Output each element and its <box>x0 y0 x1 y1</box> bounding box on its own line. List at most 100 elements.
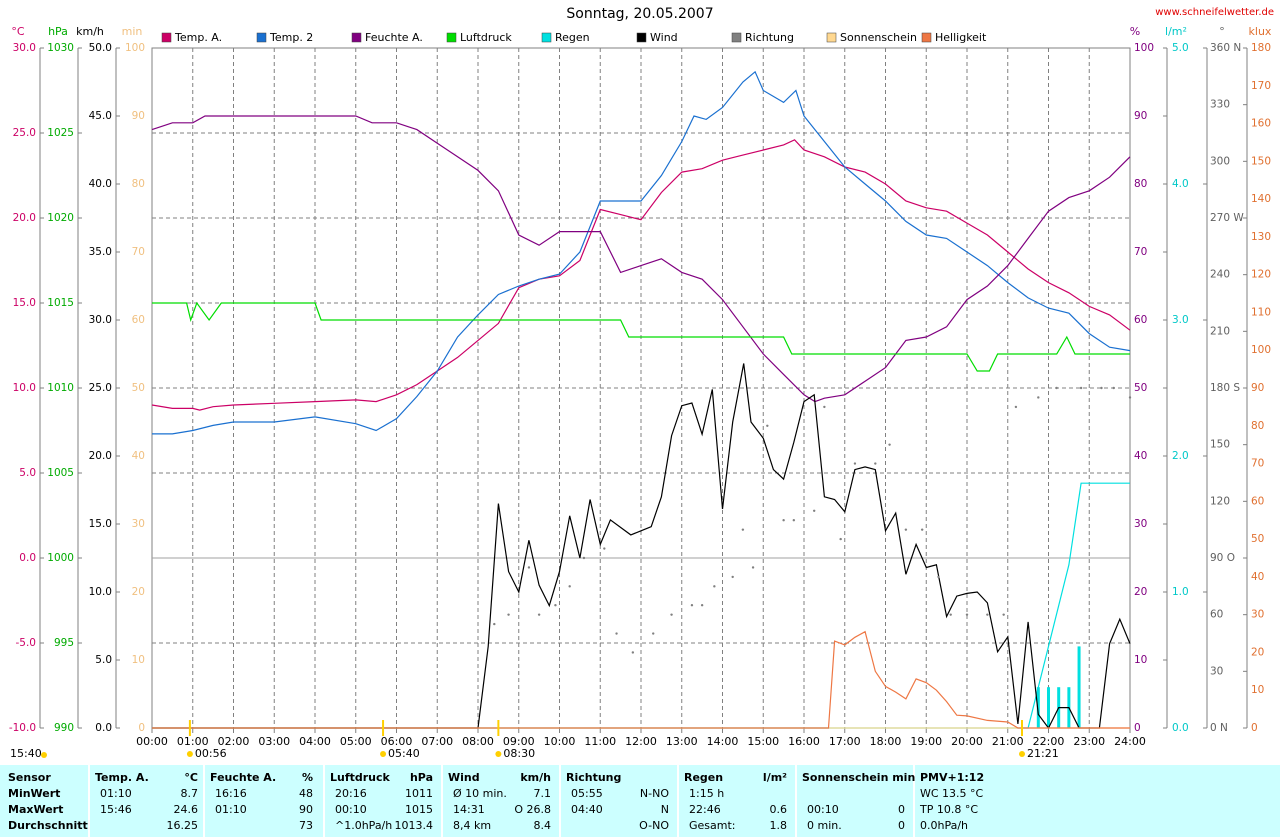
row-label: MinWert <box>8 787 61 800</box>
stat-value: 73 <box>299 819 313 832</box>
y-tick-label: 80 <box>132 178 145 190</box>
y-tick-label: 160 <box>1251 118 1271 130</box>
legend-swatch <box>826 32 837 43</box>
note-icon <box>41 752 47 758</box>
y-tick-label: 1015 <box>47 297 74 309</box>
series-dot <box>652 632 655 635</box>
x-tick-label: 15:00 <box>747 735 779 748</box>
y-tick-label: 100 <box>1251 344 1271 356</box>
stat-value: 1.8 <box>769 819 788 832</box>
legend-swatch <box>446 32 457 43</box>
series-line <box>152 363 1131 730</box>
y-tick-label: 5.0 <box>95 654 112 666</box>
header-unit: hPa <box>409 771 433 784</box>
series-dot <box>690 604 694 607</box>
x-tick-label: 08:00 <box>462 735 494 748</box>
series-line <box>152 630 1130 729</box>
series-dot <box>1128 396 1132 399</box>
series-dot <box>493 622 496 626</box>
legend-swatch <box>256 32 267 43</box>
legend-swatch <box>541 32 552 43</box>
stat-text: Ø 10 min. <box>453 787 507 800</box>
header-unit: °C <box>184 771 198 784</box>
x-tick-label: 23:00 <box>1073 735 1105 748</box>
series-dot <box>888 443 891 446</box>
series-dot <box>568 585 571 588</box>
x-tick-label: 17:00 <box>829 735 861 748</box>
series-dot <box>731 575 734 579</box>
header-cell: PMV+1:12 <box>920 771 985 784</box>
y-tick-label: 1005 <box>47 467 74 479</box>
source: www.schneifelwetter.de <box>1155 7 1274 18</box>
y-tick-label: 10 <box>1134 654 1147 666</box>
row-label: MaxWert <box>8 803 64 816</box>
y-tick-label: 120 <box>1210 495 1230 507</box>
column-separator <box>677 765 679 837</box>
y-tick-label: 0.0 <box>1172 722 1189 734</box>
y-tick-label: 2.0 <box>1172 450 1189 462</box>
y-tick-label: 50 <box>1134 382 1147 394</box>
stat-text: 22:46 <box>689 803 721 816</box>
header-cell: Sonnenschein min <box>802 771 916 784</box>
y-tick-label: 25.0 <box>13 127 36 139</box>
y-tick-label: 15.0 <box>13 297 36 309</box>
y-tick-label: 240 <box>1210 269 1230 281</box>
y-tick-label: 150 <box>1251 155 1271 167</box>
axis-title: klux <box>1249 25 1272 38</box>
x-tick-label: 03:00 <box>258 735 290 748</box>
y-tick-label: 110 <box>1251 306 1271 318</box>
legend-label: Wind <box>650 31 678 44</box>
legend-label: Temp. A. <box>174 31 222 44</box>
legend-label: Helligkeit <box>935 31 987 44</box>
y-tick-label: -10.0 <box>9 722 36 734</box>
y-tick-label: 360 N <box>1210 42 1241 54</box>
series-dot <box>537 613 541 616</box>
y-tick-label: 10 <box>1251 684 1264 696</box>
y-tick-label: 50.0 <box>89 42 112 54</box>
series-line <box>152 70 1131 435</box>
legend-swatch <box>636 32 647 43</box>
y-tick-label: 70 <box>132 246 145 258</box>
stat-text: 01:10 <box>215 803 247 816</box>
event-label: 05:40 <box>388 747 420 760</box>
stat-value: 0 <box>898 819 905 832</box>
stat-text: 0.0hPa/h <box>920 819 969 832</box>
series-dot <box>615 632 618 635</box>
series-dot <box>792 519 796 522</box>
stat-text: ^1.0hPa/h <box>335 819 393 832</box>
series-dot <box>1100 386 1103 390</box>
axis-title: km/h <box>76 25 104 38</box>
stat-value: 7.1 <box>533 787 552 800</box>
row-label: Durchschnitt <box>8 819 88 832</box>
series-dot <box>1002 613 1005 616</box>
y-tick-label: 40 <box>1251 571 1264 583</box>
y-tick-label: 80 <box>1134 178 1147 190</box>
stat-value: O 26.8 <box>514 803 551 816</box>
y-tick-label: 30 <box>1251 609 1264 621</box>
y-tick-label: 30.0 <box>13 42 36 54</box>
stat-value: 8.4 <box>533 819 552 832</box>
event-icon <box>495 751 502 757</box>
x-tick-label: 01:00 <box>177 735 209 748</box>
column-separator <box>441 765 443 837</box>
x-tick-label: 19:00 <box>910 735 942 748</box>
y-tick-label: 210 <box>1210 325 1230 337</box>
legend-swatch <box>731 32 742 43</box>
series-dot <box>965 613 969 616</box>
stat-text: 1:15 h <box>689 787 725 800</box>
x-tick-label: 02:00 <box>218 735 250 748</box>
y-tick-label: 90 <box>132 110 145 122</box>
x-tick-label: 05:00 <box>340 735 372 748</box>
y-tick-label: 150 <box>1210 439 1230 451</box>
y-tick-label: 40 <box>132 450 145 462</box>
x-tick-label: 24:00 <box>1114 735 1146 748</box>
y-tick-label: 20 <box>1134 586 1147 598</box>
x-tick-label: 21:00 <box>992 735 1024 748</box>
series-dot <box>741 528 745 531</box>
y-tick-label: 30.0 <box>89 314 112 326</box>
note-label: 15:40 <box>10 747 42 760</box>
y-tick-label: 10.0 <box>13 382 36 394</box>
event-icon <box>1019 751 1026 757</box>
stat-text: 00:10 <box>807 803 839 816</box>
y-tick-label: 60 <box>132 314 145 326</box>
